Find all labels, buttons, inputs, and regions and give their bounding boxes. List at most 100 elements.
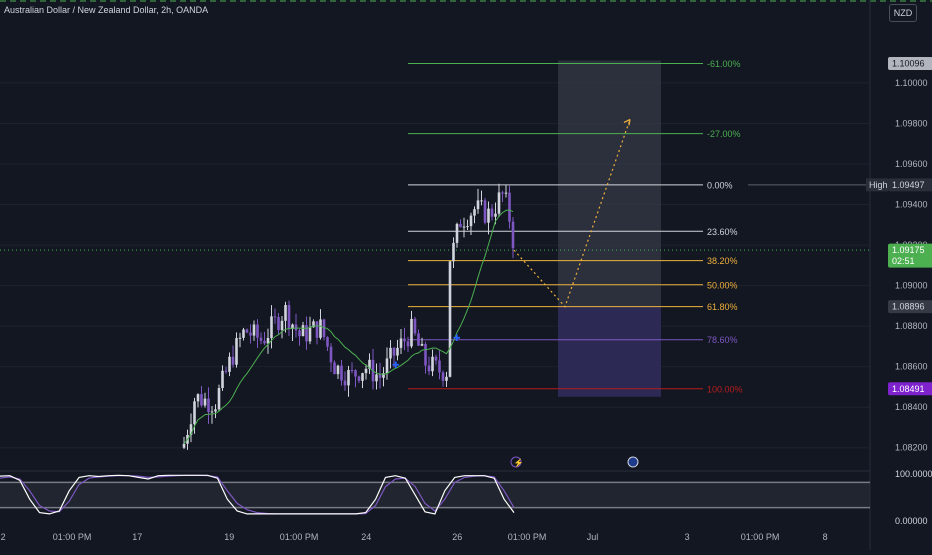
candle-body — [193, 401, 196, 425]
buy-marker-icon: ✚ — [392, 360, 400, 370]
candle-body — [466, 226, 469, 228]
candle-body — [214, 409, 217, 412]
fibonacci-retracement: -61.00% -27.00% 0.00% 23.60% 38.20% 50.00% 61.… — [0, 59, 870, 394]
candle-body — [413, 318, 417, 334]
candle-body — [294, 324, 298, 331]
price-tick-label: 1.09000 — [895, 281, 928, 291]
time-tick-label: 19 — [224, 532, 234, 542]
candle-body — [273, 316, 277, 318]
candle-body — [224, 370, 228, 372]
symbol-title: Australian Dollar / New Zealand Dollar, … — [4, 5, 209, 15]
candle-body — [445, 376, 448, 381]
candle-body — [431, 356, 434, 372]
candle-body — [504, 192, 508, 194]
price-axis: 1.100001.098001.096001.094001.092001.090… — [866, 56, 932, 453]
fib-level-label: -27.00% — [707, 129, 741, 139]
candle-body — [221, 370, 224, 388]
candle-body — [308, 327, 312, 342]
candle-body — [256, 324, 259, 338]
time-tick-label: 8 — [823, 532, 828, 542]
candle-body — [508, 192, 511, 222]
candle-body — [291, 324, 294, 329]
candlestick-series — [182, 183, 515, 450]
projection-path — [513, 118, 631, 308]
candle-body — [231, 356, 235, 365]
candle-body — [448, 261, 452, 377]
candle-body — [270, 316, 273, 338]
candle-body — [333, 362, 336, 375]
fib-level-label: 78.60% — [707, 335, 738, 345]
oscillator-pane: 100.00000 0.00000 — [0, 469, 932, 526]
oscillator-signal-line — [0, 474, 515, 515]
time-axis: 2 01:00 PM 17 19 01:00 PM 24 26 01:00 PM Jul 3 01:… — [1, 532, 828, 542]
candle-body — [473, 209, 476, 216]
candle-body — [378, 374, 382, 378]
candle-body — [312, 321, 315, 328]
candle-body — [242, 329, 245, 338]
candle-body — [382, 373, 385, 378]
candle-body — [350, 369, 354, 371]
lightning-event-icon — [510, 456, 522, 468]
candle-body — [494, 213, 497, 217]
candle-body — [228, 356, 231, 372]
currency-button[interactable]: NZD — [889, 4, 917, 22]
candle-body — [235, 338, 238, 365]
entry-tag-bg — [888, 300, 932, 314]
candle-body — [469, 215, 473, 227]
time-tick-label: Jul — [587, 532, 599, 542]
candle-body — [200, 394, 203, 406]
candle-body — [298, 330, 301, 337]
candle-body — [287, 305, 291, 329]
last-price-tag-bg — [888, 243, 932, 268]
candle-body — [343, 380, 347, 386]
fib-level-label: 100.00% — [707, 384, 743, 394]
high-tag-label: High — [869, 180, 888, 190]
projection-path-line — [513, 119, 631, 308]
candle-body — [277, 317, 280, 331]
candle-body — [455, 223, 459, 243]
candle-body — [459, 223, 462, 228]
candle-body — [452, 242, 455, 262]
candle-body — [210, 411, 214, 413]
price-tick-label: 1.08400 — [895, 402, 928, 412]
top-target-tag-bg — [888, 56, 932, 70]
projection-arrow-head — [623, 118, 631, 126]
candle-body — [326, 337, 329, 347]
candle-body — [354, 370, 357, 377]
candle-body — [252, 324, 256, 336]
entry-tag: 1.08896 — [892, 302, 925, 312]
price-tick-label: 1.08600 — [895, 362, 928, 372]
candle-body — [336, 365, 340, 375]
candle-body — [361, 373, 364, 381]
time-tick-label: 26 — [452, 532, 462, 542]
candle-body — [462, 226, 466, 228]
high-tag: 1.09497 — [892, 180, 925, 190]
candle-body — [266, 337, 270, 344]
candle-body — [196, 394, 200, 402]
high-tag-label-bg — [866, 178, 888, 192]
candle-body — [340, 365, 343, 381]
oscillator-label-top: 100.00000 — [895, 469, 932, 479]
candle-body — [329, 346, 333, 363]
time-tick-label: 17 — [132, 532, 142, 542]
candle-body — [217, 387, 221, 410]
candle-body — [427, 365, 431, 372]
stop-tag: 1.08491 — [892, 384, 925, 394]
candle-body — [511, 221, 515, 249]
fib-level-label: -61.00% — [707, 59, 741, 69]
candle-body — [259, 337, 263, 341]
candle-body — [245, 329, 249, 333]
moving-average-line — [183, 209, 514, 445]
buy-marker-icon: ✚ — [453, 333, 461, 343]
price-tick-label: 1.10000 — [895, 78, 928, 88]
last-price-tag: 1.09175 — [892, 245, 925, 255]
time-tick-label: 01:00 PM — [53, 532, 92, 542]
candle-body — [357, 376, 361, 381]
high-tag-bg — [888, 178, 932, 192]
candle-body — [280, 320, 284, 331]
oscillator-k-line — [0, 474, 515, 515]
last-price-tag-sub: 02:51 — [892, 256, 915, 266]
candle-body — [347, 369, 350, 386]
